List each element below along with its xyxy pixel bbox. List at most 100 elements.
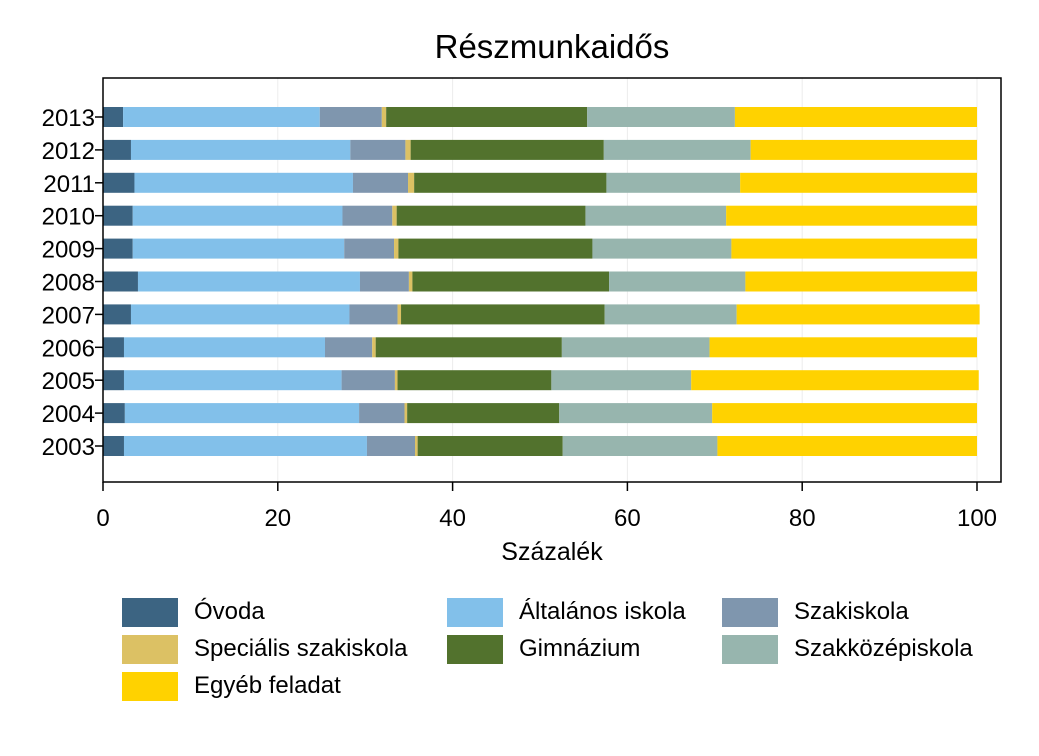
legend-swatch [447, 634, 503, 664]
bar-segment [103, 436, 124, 456]
bar-segment [137, 271, 360, 292]
x-tick-label: 80 [789, 505, 816, 532]
bar-segment [123, 107, 320, 127]
bar-segment [324, 337, 373, 358]
y-tick-label: 2005 [42, 368, 95, 395]
bar-segment [592, 238, 732, 259]
bar-segment [609, 271, 746, 292]
bar-segment [342, 205, 393, 226]
bar-segment [587, 107, 735, 127]
bar-segment [405, 139, 411, 160]
bar-segment [344, 238, 395, 259]
legend-item: Általános iskola [447, 594, 686, 630]
bar-segment [606, 172, 741, 193]
bar-segment [414, 172, 607, 193]
bar-segment [397, 304, 402, 325]
bar-segment [381, 107, 387, 127]
bar-segment [736, 304, 980, 325]
y-tick-label: 2008 [42, 270, 95, 297]
bar-segment [130, 139, 351, 160]
y-tick-label: 2013 [42, 105, 95, 132]
bar-segment [410, 139, 604, 160]
bar-segment [740, 172, 977, 193]
bar-segment [398, 238, 593, 259]
bar-segment [103, 107, 124, 127]
plot-frame [102, 77, 1002, 483]
bar-segment [585, 205, 727, 226]
bar-segment [103, 370, 124, 391]
bar-segment [734, 107, 977, 127]
x-tick-label: 20 [264, 505, 291, 532]
bar-segment [386, 107, 588, 127]
legend-item: Gimnázium [447, 631, 640, 667]
bar-segment [124, 403, 360, 424]
bar-segment [604, 304, 737, 325]
legend-label: Szakiskola [794, 598, 909, 625]
x-tick-label: 0 [96, 505, 109, 532]
y-tick-label: 2012 [42, 138, 95, 165]
bar-segment [559, 403, 713, 424]
y-tick-label: 2006 [42, 335, 95, 362]
bar-segment [709, 337, 977, 358]
bar-segment [319, 107, 382, 127]
bar-segment [123, 370, 342, 391]
bar-segment [561, 337, 710, 358]
y-tick-label: 2010 [42, 204, 95, 231]
legend-swatch [122, 597, 178, 627]
legend-swatch [722, 634, 778, 664]
bar-segment [731, 238, 977, 259]
legend-swatch [722, 597, 778, 627]
bar-segment [404, 403, 408, 424]
bar-segment [103, 139, 131, 160]
bar-segment [341, 370, 395, 391]
bar-segment [397, 370, 552, 391]
bar-segment [349, 304, 398, 325]
bar-segment [132, 205, 343, 226]
legend-label: Gimnázium [519, 635, 641, 662]
legend-label: Szakközépiskola [794, 635, 973, 662]
bar-segment [123, 337, 325, 358]
bar-segment [103, 172, 135, 193]
bar-segment [745, 271, 977, 292]
y-tick-label: 2003 [42, 434, 95, 461]
bar-segment [551, 370, 692, 391]
y-tick-label: 2004 [42, 401, 95, 428]
legend-item: Szakiskola [722, 594, 909, 630]
legend-item: Egyéb feladat [122, 668, 341, 704]
bar-segment [103, 205, 133, 226]
bar-segment [103, 337, 124, 358]
y-axis: 2013 2012 2011 2010 2009 2008 2007 2006 2005 2004… [42, 105, 103, 461]
y-tick-label: 2009 [42, 237, 95, 264]
bar-segment [401, 304, 605, 325]
bar-segment [407, 403, 560, 424]
legend-item: Szakközépiskola [722, 631, 973, 667]
bars-group [103, 107, 980, 456]
y-tick-label: 2007 [42, 302, 95, 329]
legend-label: Óvoda [194, 598, 265, 625]
bar-segment [103, 304, 131, 325]
bar-segment [103, 238, 133, 259]
bar-segment [408, 271, 413, 292]
y-tick-label: 2011 [43, 171, 95, 198]
legend-item: Speciális szakiskola [122, 631, 407, 667]
legend-label: Általános iskola [519, 598, 686, 625]
bar-segment [359, 403, 405, 424]
bar-segment [412, 271, 610, 292]
bar-segment [350, 139, 406, 160]
x-tick-label: 100 [957, 505, 997, 532]
legend-label: Speciális szakiskola [194, 635, 408, 662]
x-axis-label: Százalék [501, 538, 603, 566]
bar-segment [408, 172, 415, 193]
bar-segment [712, 403, 977, 424]
bar-segment [691, 370, 979, 391]
bar-segment [372, 337, 376, 358]
legend-swatch [447, 597, 503, 627]
bar-segment [562, 436, 718, 456]
x-tick-label: 40 [439, 505, 466, 532]
bar-segment [603, 139, 751, 160]
bar-segment [415, 436, 418, 456]
bar-segment [717, 436, 977, 456]
legend-label: Egyéb feladat [194, 672, 341, 699]
bar-segment [726, 205, 977, 226]
bar-segment [352, 172, 409, 193]
